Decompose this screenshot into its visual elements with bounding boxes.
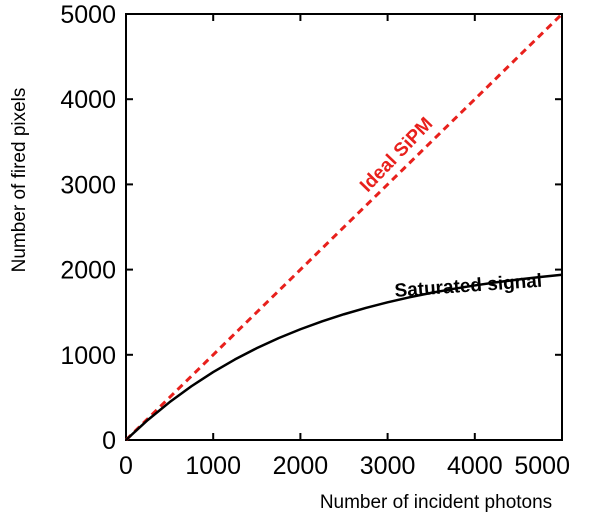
y-tick-label: 5000: [60, 1, 116, 29]
ideal-sipm-line: [124, 12, 564, 442]
x-axis: 0 1000 2000 3000 4000 5000: [119, 14, 570, 480]
x-tick-label: 3000: [360, 452, 416, 480]
ideal-sipm-label: Ideal SiPM: [356, 114, 437, 197]
x-axis-title: Number of incident photons: [320, 492, 552, 513]
y-tick-label: 0: [102, 427, 116, 455]
y-axis: 0 1000 2000 3000 4000 5000: [60, 1, 562, 455]
y-tick-label: 3000: [60, 171, 116, 199]
annotations: Ideal SiPM Saturated signal: [356, 114, 543, 302]
saturated-signal-label: Saturated signal: [394, 271, 543, 302]
y-tick-label: 4000: [60, 86, 116, 114]
plot-frame: [125, 13, 563, 441]
x-tick-label: 0: [119, 452, 133, 480]
x-tick-label: 2000: [273, 452, 329, 480]
y-tick-label: 2000: [60, 257, 116, 285]
x-tick-label: 4000: [447, 452, 503, 480]
saturated-signal-line: [125, 273, 563, 441]
x-tick-label: 5000: [514, 452, 570, 480]
x-tick-label: 1000: [185, 452, 241, 480]
y-tick-label: 1000: [60, 342, 116, 370]
y-axis-title: Number of fired pixels: [9, 88, 30, 273]
series-layer: [124, 12, 564, 442]
